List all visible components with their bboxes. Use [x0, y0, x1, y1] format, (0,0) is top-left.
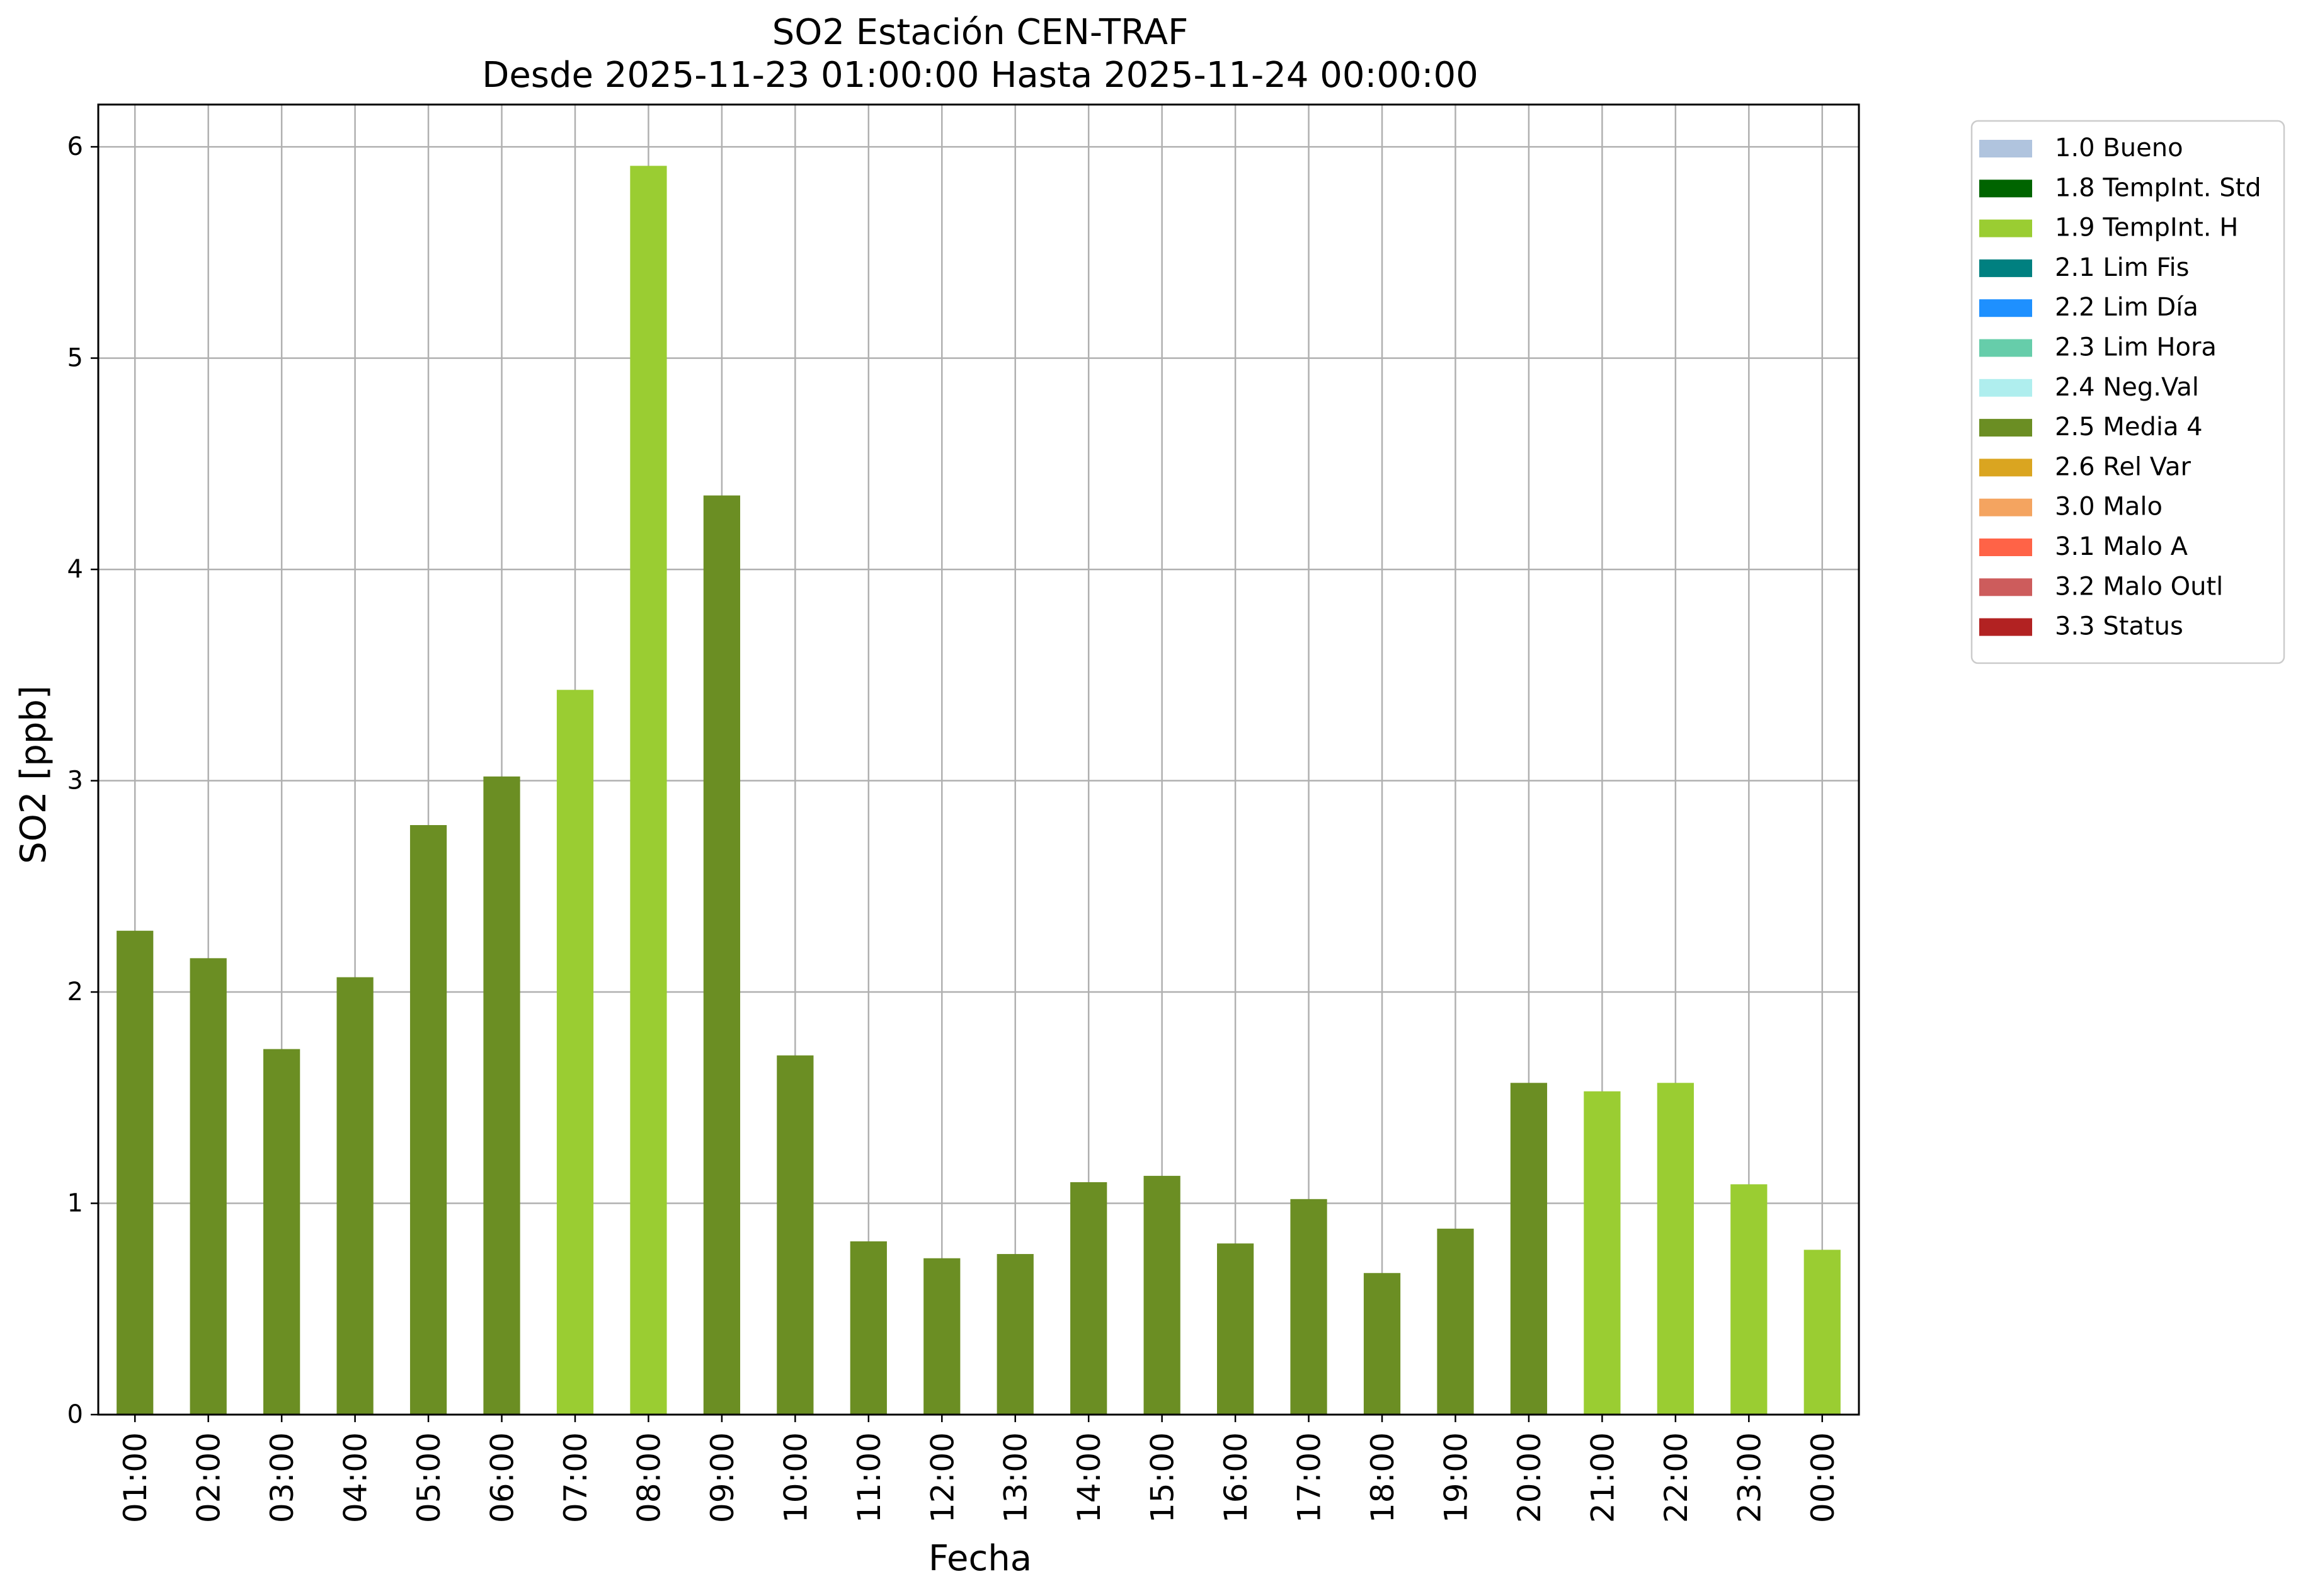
bar-20-00	[1510, 1083, 1548, 1415]
y-tick-label: 3	[67, 767, 83, 795]
x-tick-label: 23:00	[1731, 1432, 1768, 1523]
legend-label: 2.1 Lim Fis	[2055, 253, 2189, 282]
bar-02-00	[190, 958, 227, 1415]
y-axis-label: SO2 [ppb]	[13, 685, 54, 864]
bar-09-00	[703, 495, 741, 1415]
legend-swatch	[1979, 180, 2032, 198]
bar-17-00	[1290, 1199, 1327, 1415]
x-tick-label: 06:00	[484, 1432, 521, 1523]
legend-label: 3.1 Malo A	[2055, 532, 2188, 561]
legend-label: 2.5 Media 4	[2055, 413, 2203, 442]
legend-label: 1.9 TempInt. H	[2055, 214, 2238, 242]
legend-label: 2.6 Rel Var	[2055, 452, 2192, 481]
y-tick-label: 0	[67, 1400, 83, 1429]
bar-08-00	[630, 166, 667, 1415]
bar-13-00	[997, 1254, 1034, 1415]
legend-swatch	[1979, 219, 2032, 237]
legend-label: 1.8 TempInt. Std	[2055, 173, 2261, 202]
legend-swatch	[1979, 339, 2032, 357]
x-tick-label: 17:00	[1291, 1432, 1328, 1523]
x-tick-label: 14:00	[1071, 1432, 1107, 1523]
x-tick-label: 03:00	[264, 1432, 300, 1523]
chart-title: SO2 Estación CEN-TRAF	[772, 12, 1189, 53]
bar-19-00	[1437, 1228, 1474, 1415]
bar-06-00	[483, 776, 520, 1415]
bar-22-00	[1657, 1083, 1694, 1415]
plot-area-frame	[97, 103, 1860, 1416]
legend-swatch	[1979, 419, 2032, 437]
bar-23-00	[1730, 1184, 1768, 1415]
y-axis-ticks: 0 1 2 3 4 5 6	[67, 132, 98, 1429]
bar-12-00	[923, 1258, 961, 1415]
x-tick-label: 07:00	[557, 1432, 594, 1523]
x-axis-label: Fecha	[929, 1538, 1032, 1579]
bar-01-00	[117, 930, 154, 1415]
x-tick-label: 00:00	[1805, 1432, 1841, 1523]
y-tick-label: 2	[67, 978, 83, 1006]
bar-11-00	[850, 1241, 887, 1415]
legend-swatch	[1979, 259, 2032, 277]
legend-label: 3.3 Status	[2055, 612, 2183, 641]
legend-swatch	[1979, 299, 2032, 317]
bar-03-00	[263, 1049, 300, 1415]
x-tick-label: 22:00	[1658, 1432, 1694, 1523]
bar-07-00	[556, 690, 594, 1415]
legend-swatch	[1979, 578, 2032, 596]
bar-15-00	[1143, 1175, 1180, 1415]
y-tick-label: 4	[67, 555, 83, 584]
y-tick-label: 6	[67, 132, 83, 161]
y-tick-label: 5	[67, 344, 83, 373]
legend-label: 3.0 Malo	[2055, 493, 2163, 522]
x-tick-label: 05:00	[411, 1432, 447, 1523]
bar-18-00	[1363, 1273, 1401, 1415]
legend-label: 3.2 Malo Outl	[2055, 572, 2223, 601]
x-tick-label: 16:00	[1218, 1432, 1254, 1523]
x-tick-label: 18:00	[1364, 1432, 1401, 1523]
legend-box	[1970, 120, 2285, 664]
y-tick-label: 1	[67, 1189, 83, 1218]
legend-label: 2.4 Neg.Val	[2055, 373, 2199, 402]
chart-subtitle: Desde 2025-11-23 01:00:00 Hasta 2025-11-…	[482, 55, 1478, 96]
legend-label: 1.0 Bueno	[2055, 134, 2183, 162]
legend-label: 2.2 Lim Día	[2055, 293, 2198, 322]
bars	[117, 166, 1841, 1415]
x-tick-label: 09:00	[704, 1432, 741, 1523]
legend-swatch	[1979, 498, 2032, 516]
x-tick-label: 01:00	[117, 1432, 154, 1523]
bar-05-00	[409, 825, 447, 1415]
legend: 1.0 Bueno 1.8 TempInt. Std 1.9 TempInt. H 2…	[1970, 120, 2285, 664]
legend-label: 2.3 Lim Hora	[2055, 333, 2217, 362]
legend-swatch	[1979, 539, 2032, 556]
x-tick-label: 13:00	[998, 1432, 1034, 1523]
x-tick-label: 20:00	[1511, 1432, 1548, 1523]
x-tick-label: 21:00	[1584, 1432, 1621, 1523]
x-axis-ticks: 01:00 02:00 03:00 04:00 05:00 06:00 07:00 08:00…	[117, 1415, 1841, 1523]
bar-10-00	[777, 1055, 814, 1415]
x-tick-label: 04:00	[338, 1432, 374, 1523]
x-tick-label: 10:00	[777, 1432, 814, 1523]
x-tick-label: 08:00	[631, 1432, 667, 1523]
legend-swatch	[1979, 618, 2032, 636]
bar-00-00	[1803, 1250, 1841, 1415]
legend-swatch	[1979, 140, 2032, 157]
x-tick-label: 12:00	[924, 1432, 961, 1523]
bar-04-00	[336, 977, 374, 1415]
legend-swatch	[1979, 379, 2032, 397]
x-tick-label: 11:00	[851, 1432, 888, 1523]
x-tick-label: 02:00	[191, 1432, 227, 1523]
legend-swatch	[1979, 459, 2032, 477]
x-tick-label: 19:00	[1437, 1432, 1474, 1523]
x-tick-label: 15:00	[1145, 1432, 1181, 1523]
bar-21-00	[1584, 1091, 1621, 1415]
bar-16-00	[1216, 1243, 1254, 1415]
bar-14-00	[1070, 1182, 1107, 1415]
